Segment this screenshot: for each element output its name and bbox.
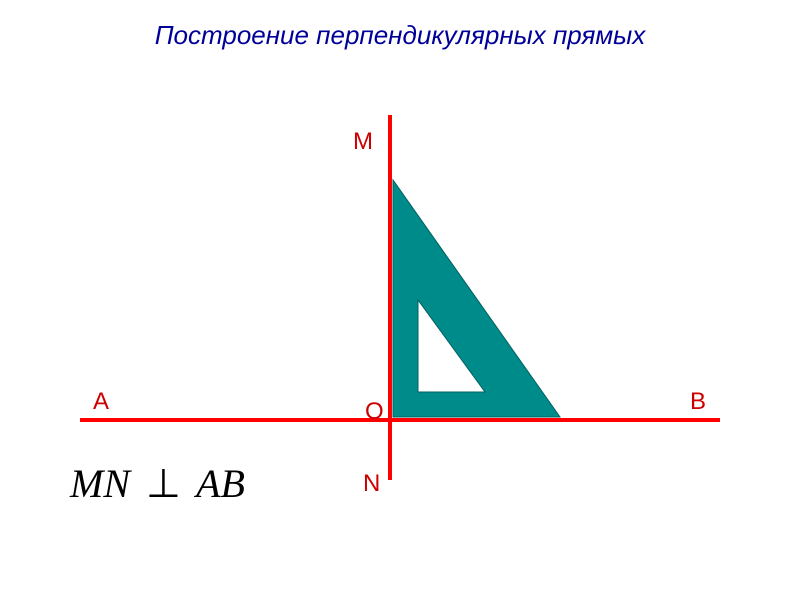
formula-left: MN <box>70 461 130 506</box>
label-o: O <box>365 398 384 426</box>
geometry-diagram <box>0 80 800 600</box>
label-a: A <box>93 388 109 416</box>
formula-right: AB <box>196 461 245 506</box>
diagram-title: Построение перпендикулярных прямых <box>0 20 800 51</box>
set-square-icon <box>393 180 560 417</box>
perpendicular-symbol: ⊥ <box>140 461 187 506</box>
perpendicular-formula: MN ⊥ AB <box>70 460 245 507</box>
label-n: N <box>363 470 380 498</box>
label-b: B <box>690 388 706 416</box>
label-m: M <box>353 128 373 156</box>
